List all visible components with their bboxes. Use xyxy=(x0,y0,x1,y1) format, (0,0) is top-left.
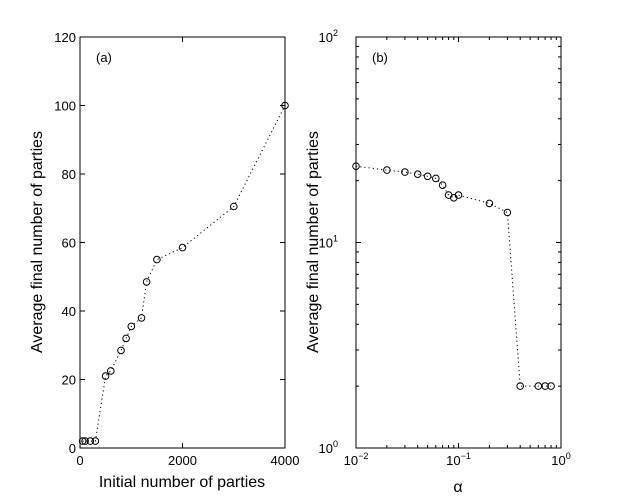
y-tick-label-a: 40 xyxy=(62,304,76,319)
data-point-b xyxy=(423,172,432,181)
data-point-b xyxy=(503,208,512,217)
series-b xyxy=(352,162,555,390)
y-tick-exponent-b: 0 xyxy=(333,439,338,449)
data-point-b xyxy=(438,181,447,189)
data-point-a xyxy=(81,437,89,445)
data-point-a xyxy=(101,372,110,380)
data-point-b xyxy=(541,382,549,390)
data-point-a xyxy=(281,101,289,110)
y-tick-label-b: 102 xyxy=(319,28,338,45)
panel-label-a: (a) xyxy=(96,50,112,65)
panel-label-b: (b) xyxy=(372,50,388,65)
y-tick-label-a: 60 xyxy=(62,236,76,251)
y-tick-exponent-b: 1 xyxy=(333,234,338,244)
series-line-b xyxy=(355,165,552,387)
x-axis-label-b: α xyxy=(453,479,462,496)
y-axis-label-b: Average final number of parties xyxy=(305,131,322,353)
y-tick-label-b: 100 xyxy=(319,439,338,456)
data-point-b xyxy=(352,162,360,170)
x-tick-exponent-b: −2 xyxy=(358,451,368,461)
x-tick-label-b: 100 xyxy=(551,451,570,468)
data-point-a xyxy=(178,243,187,252)
y-tick-label-a: 80 xyxy=(62,167,76,182)
data-point-a xyxy=(86,437,95,445)
ticks-a: 0 2000 4000 0 20 40 60 80 100 120 xyxy=(54,30,299,468)
data-point-a xyxy=(127,322,136,331)
y-tick-exponent-b: 2 xyxy=(333,28,338,38)
data-point-a xyxy=(153,255,161,264)
x-tick-label-a: 0 xyxy=(76,453,83,468)
data-point-b xyxy=(516,382,525,390)
series-a xyxy=(78,101,289,445)
x-axis-label-a: Initial number of parties xyxy=(99,474,265,491)
data-point-a xyxy=(78,437,87,445)
y-axis-label-a: Average final number of parties xyxy=(29,131,46,353)
data-point-a xyxy=(230,202,238,211)
y-tick-label-a: 20 xyxy=(62,373,76,388)
data-point-a xyxy=(142,278,151,286)
data-point-a xyxy=(91,437,100,445)
x-tick-label-a: 4000 xyxy=(271,453,300,468)
x-tick-exponent-b: −1 xyxy=(461,451,471,461)
series-line-a xyxy=(82,105,286,442)
y-tick-label-a: 120 xyxy=(54,30,76,45)
data-point-b xyxy=(383,166,391,174)
x-tick-label-b: 10−2 xyxy=(344,451,369,468)
data-point-a xyxy=(137,314,146,322)
y-tick-label-a: 100 xyxy=(54,99,76,114)
data-point-b xyxy=(485,199,494,208)
data-point-a xyxy=(122,334,130,343)
data-point-a xyxy=(107,367,115,375)
x-tick-label-a: 2000 xyxy=(168,453,197,468)
data-point-b xyxy=(432,174,440,183)
x-tick-exponent-b: 0 xyxy=(566,451,571,461)
y-tick-label-a: 0 xyxy=(69,441,76,456)
data-point-b xyxy=(413,170,422,178)
plot-frame-a xyxy=(79,36,286,449)
data-point-b xyxy=(454,191,463,199)
panel-a: 0 2000 4000 0 20 40 60 80 100 120 (a) Initial num… xyxy=(29,30,299,491)
data-point-b xyxy=(547,382,555,390)
data-point-b xyxy=(401,168,409,176)
data-point-a xyxy=(117,346,125,355)
x-tick-label-b: 10−1 xyxy=(446,451,471,468)
